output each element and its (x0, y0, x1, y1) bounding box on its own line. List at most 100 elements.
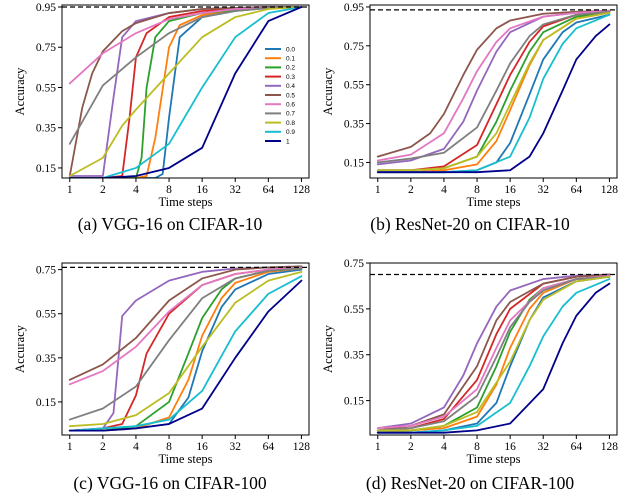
x-tick-label: 64 (571, 184, 583, 196)
x-tick-label: 64 (263, 441, 275, 453)
x-tick-label: 4 (441, 184, 447, 196)
series-line-0.5 (376, 9, 611, 158)
y-tick-label: 0.75 (344, 258, 364, 270)
legend-label: 0.4 (286, 83, 295, 90)
legend-label: 0.9 (286, 129, 295, 136)
legend-label: 0.1 (286, 56, 295, 63)
y-tick-label: 0.15 (344, 157, 364, 169)
x-tick-label: 128 (601, 184, 619, 196)
series-line-0.8 (376, 275, 611, 432)
series-line-0.9 (68, 275, 303, 432)
series-line-0.7 (376, 275, 611, 432)
series-line-1 (376, 23, 611, 174)
x-tick-label: 8 (474, 441, 480, 453)
series-line-0.9 (68, 6, 303, 178)
x-tick-label: 32 (229, 184, 241, 196)
y-tick-label: 0.15 (344, 396, 364, 408)
series-lines (376, 9, 611, 174)
panel-caption: (a) VGG-16 on CIFAR-10 (78, 214, 263, 234)
series-lines (376, 273, 611, 434)
y-tick-label: 0.55 (344, 304, 364, 316)
x-tick-label: 2 (408, 184, 414, 196)
y-tick-label: 0.95 (36, 2, 56, 14)
series-line-1 (376, 282, 611, 434)
series-lines (68, 6, 303, 178)
series-lines (68, 265, 303, 432)
x-tick-label: 2 (408, 441, 414, 453)
series-line-0.6 (68, 266, 303, 386)
x-axis-label: Time steps (158, 452, 212, 466)
x-tick-label: 1 (375, 441, 381, 453)
y-tick-label: 0.55 (344, 80, 364, 92)
series-line-0.7 (68, 6, 303, 145)
series-line-0.0 (376, 13, 611, 174)
x-tick-label: 32 (229, 441, 241, 453)
y-axis-label: Accuracy (321, 324, 335, 373)
y-tick-label: 0.55 (36, 309, 56, 321)
panel-caption: (c) VGG-16 on CIFAR-100 (73, 473, 267, 493)
y-tick-label: 0.75 (344, 41, 364, 53)
y-tick-label: 0.75 (36, 265, 56, 277)
x-tick-label: 128 (293, 441, 311, 453)
x-tick-label: 1 (375, 184, 381, 196)
panel-b: 0.15 0.35 0.55 0.75 0.95 1 2 4 8 16 32 64 128 Time st… (321, 2, 618, 234)
y-tick-label: 0.15 (36, 163, 56, 175)
y-tick-label: 0.35 (36, 123, 56, 135)
x-tick-label: 8 (166, 184, 172, 196)
series-line-0.7 (68, 267, 303, 421)
series-line-0.0 (68, 6, 303, 178)
y-axis-label: Accuracy (13, 67, 27, 116)
x-axis-label: Time steps (466, 452, 520, 466)
x-tick-label: 2 (100, 441, 106, 453)
x-tick-label: 128 (293, 184, 311, 196)
legend-label: 0.3 (286, 74, 295, 81)
series-line-0.1 (376, 275, 611, 434)
x-tick-label: 4 (441, 441, 447, 453)
x-axis-label: Time steps (158, 195, 212, 209)
x-tick-label: 16 (504, 184, 516, 196)
y-tick-label: 0.75 (36, 42, 56, 54)
x-tick-label: 32 (537, 184, 549, 196)
x-tick-label: 4 (133, 184, 139, 196)
legend-label: 0.7 (286, 111, 295, 118)
x-tick-label: 32 (537, 441, 549, 453)
x-tick-label: 1 (67, 441, 73, 453)
x-tick-label: 128 (601, 441, 619, 453)
y-axis-label: Accuracy (13, 324, 27, 373)
x-tick-label: 16 (504, 441, 516, 453)
y-tick-label: 0.55 (36, 82, 56, 94)
series-line-1 (68, 279, 303, 432)
series-line-0.9 (376, 278, 611, 434)
axes-frame (61, 4, 310, 179)
x-tick-label: 16 (196, 184, 208, 196)
panel-caption: (b) ResNet-20 on CIFAR-10 (370, 214, 570, 234)
series-line-0.6 (376, 9, 611, 162)
series-line-0.8 (68, 270, 303, 428)
panel-d: 0.15 0.35 0.55 0.75 1 2 4 8 16 32 64 128 Time steps A… (321, 258, 618, 493)
x-tick-label: 1 (67, 184, 73, 196)
legend-label: 0.2 (286, 65, 295, 72)
y-tick-label: 0.35 (344, 119, 364, 131)
panel-caption: (d) ResNet-20 on CIFAR-100 (366, 473, 574, 493)
panel-a: 0.15 0.35 0.55 0.75 0.95 1 2 4 8 16 32 64 128 Time st… (13, 2, 310, 234)
x-tick-label: 8 (166, 441, 172, 453)
legend: 0.0 0.1 0.2 0.3 0.4 0.5 0.6 0.7 0.8 0.9 1 (265, 46, 295, 145)
series-line-0.8 (68, 6, 303, 177)
x-tick-label: 4 (133, 441, 139, 453)
legend-label: 0.6 (286, 102, 295, 109)
series-line-0.8 (376, 11, 611, 172)
y-tick-label: 0.95 (344, 2, 364, 14)
series-line-0.4 (376, 9, 611, 166)
series-line-0.4 (376, 273, 611, 430)
x-tick-label: 2 (100, 184, 106, 196)
y-axis-label: Accuracy (321, 67, 335, 116)
series-line-0.5 (68, 6, 303, 177)
x-tick-label: 8 (474, 184, 480, 196)
panel-c: 0.15 0.35 0.55 0.75 1 2 4 8 16 32 64 128 Time steps A… (13, 262, 311, 493)
series-line-0.9 (376, 13, 611, 174)
legend-label: 0.8 (286, 120, 295, 127)
series-line-0.1 (376, 11, 611, 174)
axes-frame (369, 262, 618, 436)
y-tick-label: 0.35 (36, 353, 56, 365)
x-tick-label: 16 (196, 441, 208, 453)
